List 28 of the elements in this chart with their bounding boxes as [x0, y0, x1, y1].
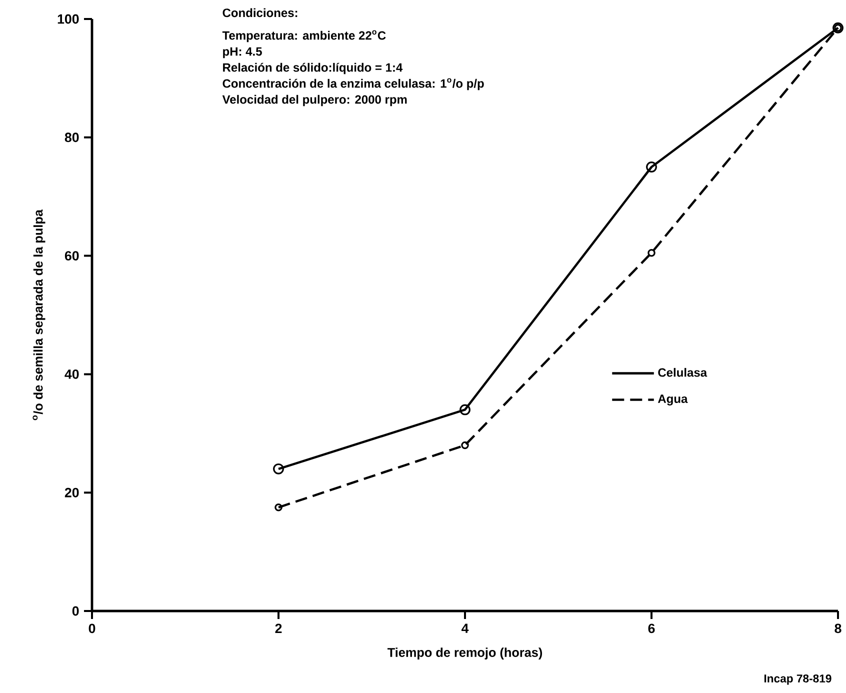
y-tick-label: 0: [72, 606, 79, 616]
point: [273, 463, 284, 474]
annotation: Temperatura: ambiente 22$^{o}$C: [222, 30, 386, 42]
y-tick-label: 100: [58, 14, 79, 24]
annotation: pH: 4.5: [223, 47, 262, 58]
y-axis-title: $^{o}$/o de semilla separada de la pulpa: [32, 209, 46, 420]
x-tick-label: 2: [275, 624, 282, 634]
y-tick-label: 20: [64, 488, 79, 498]
text: Incap 78-819: [764, 674, 832, 685]
point: [460, 404, 470, 416]
x-axis-title: Tiempo de remojo (horas): [387, 648, 542, 660]
y-tick-label: 60: [64, 251, 79, 261]
point: [646, 162, 657, 172]
x-tick-label: 0: [88, 624, 96, 634]
point: [648, 248, 656, 257]
annotation: Concentración de la enzima celulasa: 1$^{o}$/o p/p: [222, 78, 484, 90]
legend-label: Agua: [658, 394, 688, 406]
annotation: Velocidad del pulpero: 2000 rpm: [222, 94, 407, 106]
point: [461, 441, 469, 450]
legend-label: Celulasa: [658, 368, 708, 377]
text: Condiciones:: [222, 8, 298, 18]
y-tick-label: 40: [64, 369, 79, 379]
x-tick-label: 6: [648, 624, 655, 634]
point: [274, 504, 282, 512]
annotation: Relación de sólido:líquido = 1:4: [223, 62, 403, 74]
x-tick-label: 4: [462, 624, 469, 633]
y-tick-label: 80: [64, 132, 79, 142]
x-tick-label: 8: [834, 624, 842, 634]
